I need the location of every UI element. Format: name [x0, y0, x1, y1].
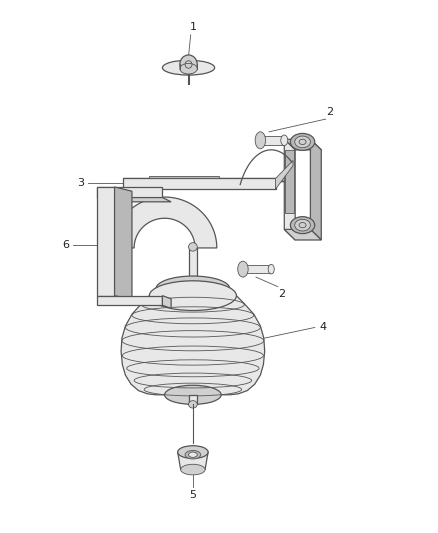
Ellipse shape — [185, 286, 192, 292]
Polygon shape — [284, 139, 295, 240]
Polygon shape — [97, 198, 171, 202]
Polygon shape — [285, 150, 294, 214]
Polygon shape — [121, 296, 265, 395]
Ellipse shape — [213, 286, 220, 292]
Ellipse shape — [162, 60, 215, 75]
Ellipse shape — [268, 264, 274, 274]
Polygon shape — [243, 265, 271, 273]
Ellipse shape — [188, 401, 197, 408]
Ellipse shape — [200, 286, 207, 292]
Ellipse shape — [180, 63, 197, 74]
Polygon shape — [97, 296, 162, 305]
Ellipse shape — [188, 452, 197, 457]
Polygon shape — [113, 197, 217, 248]
Polygon shape — [115, 187, 132, 300]
Ellipse shape — [181, 464, 205, 475]
Polygon shape — [123, 179, 276, 189]
Polygon shape — [311, 139, 321, 240]
Polygon shape — [149, 176, 219, 179]
Ellipse shape — [188, 287, 197, 294]
Text: 2: 2 — [326, 107, 334, 117]
Ellipse shape — [281, 135, 288, 146]
Ellipse shape — [158, 281, 228, 303]
Polygon shape — [162, 296, 171, 309]
Ellipse shape — [185, 450, 201, 459]
Text: 5: 5 — [189, 490, 196, 500]
Ellipse shape — [180, 55, 197, 74]
Text: 4: 4 — [319, 322, 326, 333]
Ellipse shape — [290, 133, 315, 150]
Text: 3: 3 — [77, 177, 84, 188]
Ellipse shape — [238, 261, 248, 277]
Text: 1: 1 — [189, 22, 196, 31]
Ellipse shape — [188, 243, 197, 251]
Ellipse shape — [149, 281, 237, 311]
Text: 2: 2 — [279, 289, 286, 300]
Ellipse shape — [182, 282, 204, 298]
Ellipse shape — [178, 446, 208, 458]
Polygon shape — [188, 395, 197, 405]
Polygon shape — [178, 452, 208, 470]
Polygon shape — [260, 136, 284, 144]
Polygon shape — [284, 229, 321, 240]
Polygon shape — [97, 187, 162, 198]
Ellipse shape — [156, 276, 230, 302]
Ellipse shape — [295, 136, 311, 148]
Polygon shape — [97, 187, 115, 296]
Ellipse shape — [156, 283, 230, 309]
Text: 6: 6 — [62, 240, 69, 251]
Polygon shape — [284, 139, 321, 150]
Ellipse shape — [255, 132, 265, 149]
Ellipse shape — [170, 286, 177, 292]
Polygon shape — [188, 248, 197, 290]
Ellipse shape — [165, 385, 221, 405]
Polygon shape — [123, 179, 284, 182]
Ellipse shape — [290, 216, 315, 233]
Polygon shape — [276, 160, 293, 189]
Ellipse shape — [295, 219, 311, 231]
